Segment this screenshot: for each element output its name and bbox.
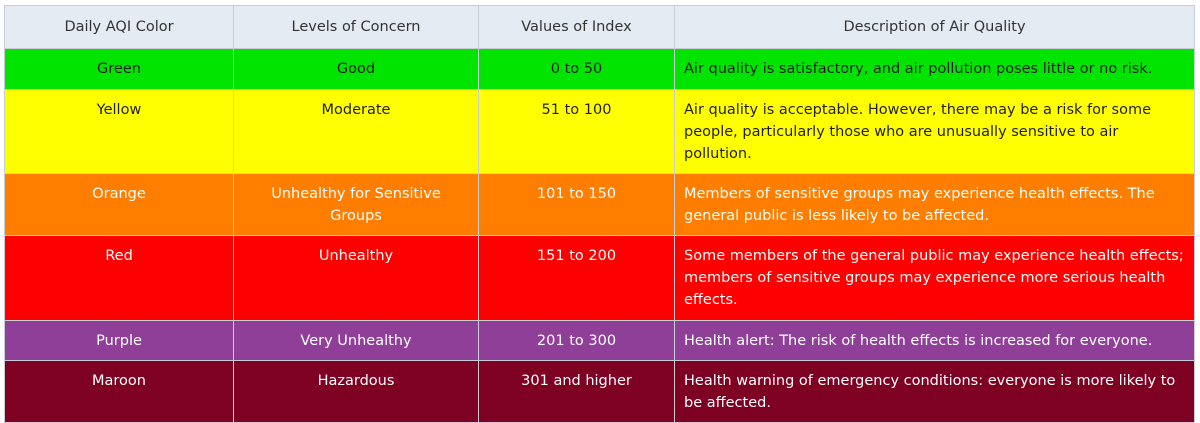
level-of-concern-cell: Very Unhealthy — [233, 320, 479, 361]
table-row: Yellow Moderate 51 to 100 Air quality is… — [4, 89, 1195, 174]
level-of-concern-cell: Unhealthy — [233, 235, 479, 321]
description-cell: Members of sensitive groups may experien… — [674, 173, 1195, 236]
aqi-color-cell: Green — [4, 48, 234, 90]
aqi-table-container: Daily AQI Color Levels of Concern Values… — [4, 5, 1195, 423]
table-header-row: Daily AQI Color Levels of Concern Values… — [4, 5, 1195, 49]
index-values-cell: 301 and higher — [478, 360, 675, 423]
index-values-cell: 151 to 200 — [478, 235, 675, 321]
aqi-color-cell: Red — [4, 235, 234, 321]
level-of-concern-cell: Hazardous — [233, 360, 479, 423]
header-daily-aqi-color: Daily AQI Color — [4, 5, 234, 49]
table-row: Green Good 0 to 50 Air quality is satisf… — [4, 48, 1195, 90]
table-row: Orange Unhealthy for Sensitive Groups 10… — [4, 173, 1195, 236]
table-row: Red Unhealthy 151 to 200 Some members of… — [4, 235, 1195, 321]
aqi-color-cell: Maroon — [4, 360, 234, 423]
aqi-color-cell: Purple — [4, 320, 234, 361]
header-description-of-air-quality: Description of Air Quality — [674, 5, 1195, 49]
description-cell: Air quality is acceptable. However, ther… — [674, 89, 1195, 174]
header-values-of-index: Values of Index — [478, 5, 675, 49]
aqi-table: Daily AQI Color Levels of Concern Values… — [4, 5, 1195, 423]
level-of-concern-cell: Moderate — [233, 89, 479, 174]
table-row: Purple Very Unhealthy 201 to 300 Health … — [4, 320, 1195, 361]
index-values-cell: 101 to 150 — [478, 173, 675, 236]
aqi-color-cell: Orange — [4, 173, 234, 236]
description-cell: Some members of the general public may e… — [674, 235, 1195, 321]
description-cell: Health warning of emergency conditions: … — [674, 360, 1195, 423]
index-values-cell: 201 to 300 — [478, 320, 675, 361]
index-values-cell: 51 to 100 — [478, 89, 675, 174]
aqi-color-cell: Yellow — [4, 89, 234, 174]
description-cell: Air quality is satisfactory, and air pol… — [674, 48, 1195, 90]
description-cell: Health alert: The risk of health effects… — [674, 320, 1195, 361]
table-row: Maroon Hazardous 301 and higher Health w… — [4, 360, 1195, 423]
level-of-concern-cell: Good — [233, 48, 479, 90]
level-of-concern-cell: Unhealthy for Sensitive Groups — [233, 173, 479, 236]
index-values-cell: 0 to 50 — [478, 48, 675, 90]
header-levels-of-concern: Levels of Concern — [233, 5, 479, 49]
